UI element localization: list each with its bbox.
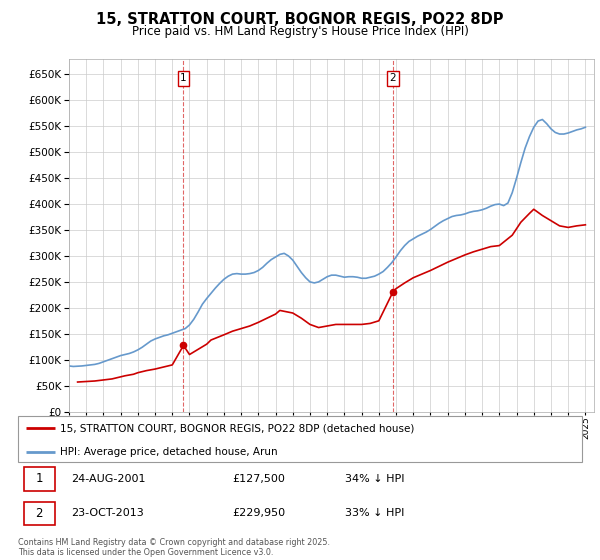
- FancyBboxPatch shape: [23, 467, 55, 491]
- Text: 33% ↓ HPI: 33% ↓ HPI: [345, 508, 404, 519]
- Text: 15, STRATTON COURT, BOGNOR REGIS, PO22 8DP (detached house): 15, STRATTON COURT, BOGNOR REGIS, PO22 8…: [60, 423, 415, 433]
- Text: 24-AUG-2001: 24-AUG-2001: [71, 474, 146, 484]
- Text: 1: 1: [35, 473, 43, 486]
- Text: 15, STRATTON COURT, BOGNOR REGIS, PO22 8DP: 15, STRATTON COURT, BOGNOR REGIS, PO22 8…: [96, 12, 504, 27]
- Text: £229,950: £229,950: [232, 508, 286, 519]
- Text: 1: 1: [180, 73, 187, 83]
- FancyBboxPatch shape: [18, 416, 582, 462]
- Text: 2: 2: [35, 507, 43, 520]
- Text: HPI: Average price, detached house, Arun: HPI: Average price, detached house, Arun: [60, 447, 278, 457]
- Text: Contains HM Land Registry data © Crown copyright and database right 2025.
This d: Contains HM Land Registry data © Crown c…: [18, 538, 330, 557]
- FancyBboxPatch shape: [23, 502, 55, 525]
- Text: 23-OCT-2013: 23-OCT-2013: [71, 508, 145, 519]
- Text: Price paid vs. HM Land Registry's House Price Index (HPI): Price paid vs. HM Land Registry's House …: [131, 25, 469, 39]
- Text: 2: 2: [389, 73, 396, 83]
- Text: 34% ↓ HPI: 34% ↓ HPI: [345, 474, 404, 484]
- Text: £127,500: £127,500: [232, 474, 285, 484]
